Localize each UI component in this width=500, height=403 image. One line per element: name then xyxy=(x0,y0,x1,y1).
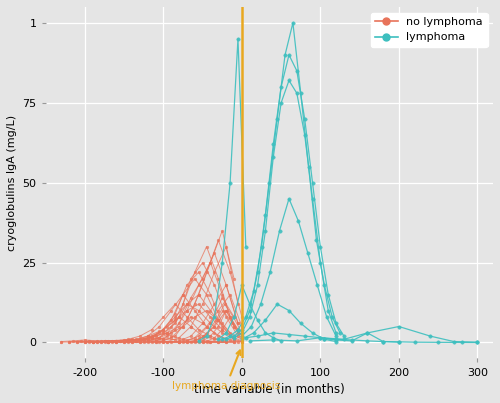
Legend: no lymphoma, lymphoma: no lymphoma, lymphoma xyxy=(371,12,488,47)
X-axis label: time variable (in months): time variable (in months) xyxy=(194,383,344,396)
Text: lymphoma diagnosis: lymphoma diagnosis xyxy=(172,351,281,391)
Y-axis label: cryoglobulins IgA (mg/L): cryoglobulins IgA (mg/L) xyxy=(7,114,17,251)
